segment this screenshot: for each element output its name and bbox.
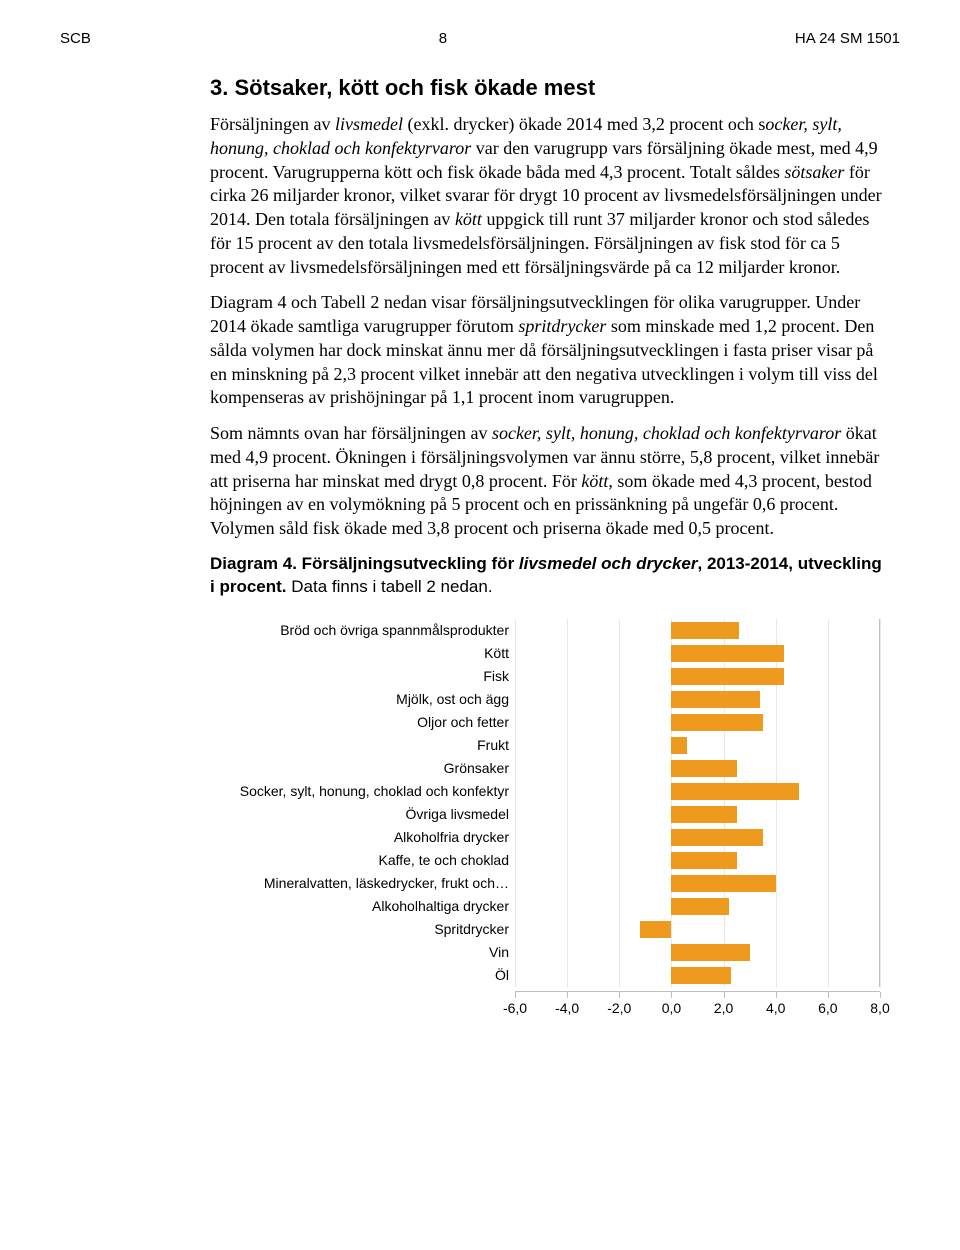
chart-plot-cell: [515, 918, 880, 941]
chart-bar: [671, 967, 731, 984]
chart-bar: [671, 737, 687, 754]
chart-plot-cell: [515, 872, 880, 895]
chart-category-label: Socker, sylt, honung, choklad och konfek…: [180, 783, 515, 799]
chart-plot-cell: [515, 642, 880, 665]
bar-chart: Bröd och övriga spannmålsprodukter Kött Fi…: [180, 619, 880, 1027]
chart-bar: [671, 668, 783, 685]
axis-tick-label: -2,0: [607, 1000, 631, 1016]
chart-row: Kaffe, te och choklad: [180, 849, 880, 872]
chart-row: Socker, sylt, honung, choklad och konfek…: [180, 780, 880, 803]
chart-category-label: Övriga livsmedel: [180, 806, 515, 822]
section-heading: 3. Sötsaker, kött och fisk ökade mest: [210, 75, 890, 101]
chart-category-label: Alkoholfria drycker: [180, 829, 515, 845]
chart-plot-cell: [515, 849, 880, 872]
chart-row: Mineralvatten, läskedrycker, frukt och…: [180, 872, 880, 895]
axis-tick-label: -6,0: [503, 1000, 527, 1016]
axis-tick-label: 2,0: [714, 1000, 733, 1016]
chart-bar: [671, 898, 728, 915]
header-center: 8: [439, 30, 447, 47]
chart-category-label: Mineralvatten, läskedrycker, frukt och…: [180, 875, 515, 891]
axis-tick-label: 8,0: [870, 1000, 889, 1016]
chart-bar: [671, 783, 799, 800]
chart-row: Frukt: [180, 734, 880, 757]
chart-bar: [640, 921, 671, 938]
chart-row: Övriga livsmedel: [180, 803, 880, 826]
chart-x-axis: -6,0-4,0-2,00,02,04,06,08,0: [180, 991, 880, 1027]
paragraph-2: Diagram 4 och Tabell 2 nedan visar försä…: [210, 291, 890, 410]
chart-row: Oljor och fetter: [180, 711, 880, 734]
chart-plot-cell: [515, 757, 880, 780]
paragraph-3: Som nämnts ovan har försäljningen av soc…: [210, 422, 890, 541]
page-header: SCB 8 HA 24 SM 1501: [60, 30, 900, 47]
chart-bar: [671, 875, 775, 892]
chart-bar: [671, 714, 762, 731]
chart-plot-cell: [515, 803, 880, 826]
chart-row: Öl: [180, 964, 880, 987]
diagram-title-a: Diagram 4. Försäljningsutveckling för: [210, 554, 519, 573]
chart-category-label: Öl: [180, 967, 515, 983]
chart-category-label: Spritdrycker: [180, 921, 515, 937]
axis-tick-label: 4,0: [766, 1000, 785, 1016]
chart-category-label: Alkoholhaltiga drycker: [180, 898, 515, 914]
chart-bar: [671, 806, 736, 823]
chart-row: Alkoholhaltiga drycker: [180, 895, 880, 918]
chart-plot-cell: [515, 895, 880, 918]
diagram-title: Diagram 4. Försäljningsutveckling för li…: [210, 553, 890, 599]
axis-tick-label: 0,0: [662, 1000, 681, 1016]
chart-plot-cell: [515, 711, 880, 734]
chart-row: Fisk: [180, 665, 880, 688]
chart-category-label: Kaffe, te och choklad: [180, 852, 515, 868]
header-right: HA 24 SM 1501: [795, 30, 900, 47]
chart-category-label: Grönsaker: [180, 760, 515, 776]
chart-plot-cell: [515, 780, 880, 803]
chart-bar: [671, 944, 749, 961]
body-section: 3. Sötsaker, kött och fisk ökade mest Fö…: [210, 75, 890, 599]
chart-category-label: Mjölk, ost och ägg: [180, 691, 515, 707]
chart-row: Kött: [180, 642, 880, 665]
chart-bar: [671, 760, 736, 777]
chart-plot-cell: [515, 941, 880, 964]
chart-row: Spritdrycker: [180, 918, 880, 941]
chart-plot-cell: [515, 619, 880, 642]
diagram-title-sub: Data finns i tabell 2 nedan.: [291, 577, 492, 596]
chart-row: Grönsaker: [180, 757, 880, 780]
chart-bar: [671, 829, 762, 846]
chart-bar: [671, 691, 760, 708]
chart-category-label: Kött: [180, 645, 515, 661]
chart-category-label: Fisk: [180, 668, 515, 684]
chart-plot-cell: [515, 964, 880, 987]
header-left: SCB: [60, 30, 91, 47]
chart-plot-cell: [515, 734, 880, 757]
chart-category-label: Bröd och övriga spannmålsprodukter: [180, 622, 515, 638]
chart-bar: [671, 645, 783, 662]
chart-category-label: Oljor och fetter: [180, 714, 515, 730]
chart-bar: [671, 622, 739, 639]
diagram-title-italic: livsmedel och drycker: [519, 554, 698, 573]
chart-row: Vin: [180, 941, 880, 964]
chart-category-label: Frukt: [180, 737, 515, 753]
chart-plot-cell: [515, 665, 880, 688]
chart-bar: [671, 852, 736, 869]
chart-row: Mjölk, ost och ägg: [180, 688, 880, 711]
paragraph-1: Försäljningen av livsmedel (exkl. drycke…: [210, 113, 890, 279]
axis-tick-label: 6,0: [818, 1000, 837, 1016]
chart-plot-cell: [515, 826, 880, 849]
chart-row: Alkoholfria drycker: [180, 826, 880, 849]
axis-tick-label: -4,0: [555, 1000, 579, 1016]
chart-plot-cell: [515, 688, 880, 711]
chart-category-label: Vin: [180, 944, 515, 960]
chart-row: Bröd och övriga spannmålsprodukter: [180, 619, 880, 642]
